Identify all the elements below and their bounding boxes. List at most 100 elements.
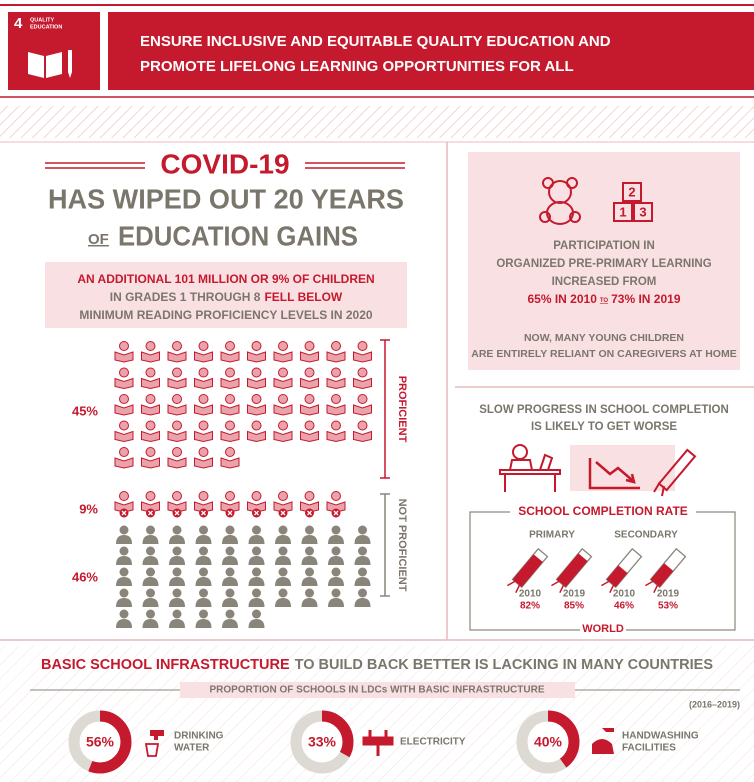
child-head: [120, 589, 129, 598]
child-body: [196, 577, 212, 586]
child-head: [358, 342, 367, 351]
child-icon: [301, 421, 319, 442]
child-book: [274, 405, 292, 415]
child-head: [199, 448, 208, 457]
child-body: [196, 556, 212, 565]
child-icon: [196, 589, 212, 608]
child-head: [120, 492, 129, 501]
child-icon: [222, 547, 238, 566]
child-head: [173, 610, 182, 619]
period: (2016–2019): [689, 699, 740, 709]
child-head: [358, 568, 367, 577]
child-head: [252, 421, 261, 430]
child-body: [169, 535, 185, 544]
child-book: [115, 352, 133, 362]
child-icon: [248, 342, 266, 363]
child-head: [358, 368, 367, 377]
child-head: [279, 342, 288, 351]
child-head: [226, 421, 235, 430]
child-icon: [169, 547, 185, 566]
child-head: [199, 342, 208, 351]
child-icon: [115, 448, 133, 469]
child-body: [355, 535, 371, 544]
child-icon: [275, 547, 291, 566]
child-body: [249, 598, 265, 607]
child-book: [168, 379, 186, 389]
child-head: [173, 368, 182, 377]
child-book: [195, 405, 213, 415]
child-icon: [221, 368, 239, 389]
child-body: [143, 556, 159, 565]
info-from: 65% IN 2010: [527, 292, 597, 306]
bracket-label: PROFICIENT: [396, 376, 408, 443]
headline: COVID-19: [160, 148, 289, 179]
child-body: [169, 619, 185, 628]
child-icon: [168, 492, 186, 518]
child-head: [199, 568, 208, 577]
infra-name: WATER: [174, 743, 210, 754]
child-head: [252, 547, 261, 556]
child-body: [328, 577, 344, 586]
child-head: [120, 368, 129, 377]
child-head: [146, 368, 155, 377]
child-icon: [249, 589, 265, 608]
header-title: PROMOTE LIFELONG LEARNING OPPORTUNITIES …: [140, 58, 574, 75]
child-head: [173, 492, 182, 501]
note-line: NOW, MANY YOUNG CHILDREN: [524, 332, 684, 344]
child-body: [143, 619, 159, 628]
child-head: [226, 492, 235, 501]
child-book: [142, 458, 160, 468]
diploma: [551, 549, 591, 593]
child-icon: [195, 368, 213, 389]
child-book: [274, 352, 292, 362]
child-head: [332, 342, 341, 351]
child-book: [301, 379, 319, 389]
child-body: [143, 577, 159, 586]
child-icon: [168, 368, 186, 389]
child-book: [195, 432, 213, 442]
child-head: [199, 547, 208, 556]
goal-name: QUALITY: [30, 17, 54, 23]
infra-name: DRINKING: [174, 731, 224, 742]
child-icon: [355, 547, 371, 566]
child-icon: [116, 589, 132, 608]
child-book: [142, 379, 160, 389]
child-book: [248, 379, 266, 389]
year: 2010: [613, 589, 636, 600]
bracket: [380, 340, 390, 478]
child-body: [169, 577, 185, 586]
info-to: TO: [600, 298, 609, 304]
stat-text: IN GRADES 1 THROUGH 8: [110, 290, 261, 304]
child-head: [146, 448, 155, 457]
child-body: [302, 535, 318, 544]
child-head: [146, 342, 155, 351]
child-icon: [274, 492, 292, 518]
child-head: [332, 568, 341, 577]
child-head: [332, 547, 341, 556]
child-icon: [195, 395, 213, 416]
frame: [470, 512, 735, 630]
section-title: BASIC SCHOOL INFRASTRUCTURETO BUILD BACK…: [41, 657, 713, 673]
child-icon: [142, 492, 160, 518]
child-icon: [115, 342, 133, 363]
diploma: [645, 549, 685, 593]
infra-name: HANDWASHING: [622, 731, 699, 742]
child-icon: [142, 342, 160, 363]
completion-line: IS LIKELY TO GET WORSE: [531, 421, 677, 433]
goal-name: EDUCATION: [30, 24, 62, 30]
child-book: [115, 432, 133, 442]
child-icon: [168, 342, 186, 363]
child-icon: [116, 568, 132, 587]
child-book: [301, 352, 319, 362]
child-head: [199, 492, 208, 501]
child-head: [279, 421, 288, 430]
year: 2019: [657, 589, 680, 600]
child-icon: [168, 421, 186, 442]
child-head: [332, 589, 341, 598]
child-icon: [301, 395, 319, 416]
child-icon: [354, 342, 372, 363]
child-book: [195, 458, 213, 468]
child-head: [173, 526, 182, 535]
child-icon: [142, 395, 160, 416]
year: 2010: [519, 589, 542, 600]
